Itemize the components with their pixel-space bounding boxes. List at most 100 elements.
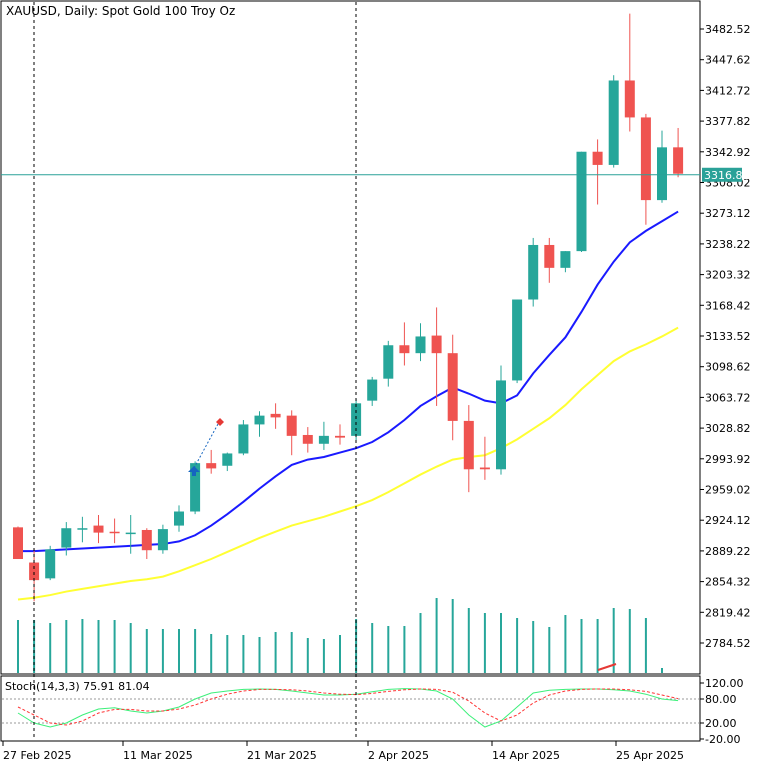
candle: [576, 151, 587, 253]
candle: [125, 515, 136, 554]
candle-body: [673, 147, 684, 174]
stoch-tick-label: 120.00: [705, 677, 744, 690]
candle: [496, 365, 506, 475]
ma-fast-line: [18, 210, 679, 553]
candle: [657, 130, 667, 203]
candle: [463, 405, 474, 493]
candle: [367, 376, 378, 406]
candle: [608, 75, 619, 168]
candle: [109, 518, 120, 544]
candle: [174, 505, 184, 532]
price-tick-label: 2959.02: [705, 484, 751, 497]
candle-body: [560, 251, 571, 268]
price-tick-label: 3098.62: [705, 361, 751, 374]
candle-body: [608, 80, 619, 165]
ma-slow-line: [17, 326, 679, 601]
candle: [13, 526, 23, 560]
candle-body: [286, 415, 297, 436]
candle-body: [496, 380, 506, 470]
candle-body: [431, 335, 442, 354]
trade-connector-line: [193, 423, 219, 469]
sell-diamond-icon: [216, 418, 224, 426]
candle: [302, 427, 313, 453]
main-frame: [0, 0, 701, 742]
volume-bars: [17, 598, 663, 673]
candle: [157, 524, 168, 554]
candle-body: [222, 453, 233, 466]
candle-body: [576, 151, 587, 252]
time-tick-label: 27 Feb 2025: [3, 749, 71, 762]
candle-body: [61, 528, 72, 548]
candle-body: [93, 525, 104, 533]
time-tick-label: 11 Mar 2025: [123, 749, 193, 762]
time-tick-label: 14 Apr 2025: [492, 749, 560, 762]
candle-body: [77, 528, 88, 530]
candle-body: [528, 244, 539, 300]
trade-markers: [188, 418, 617, 671]
candle: [270, 403, 281, 429]
candle-body: [463, 420, 474, 470]
candle: [222, 452, 233, 472]
candle-body: [640, 117, 651, 201]
candle-body: [351, 403, 362, 436]
candle-body: [592, 151, 603, 165]
price-tick-label: 3273.12: [705, 207, 751, 220]
candle-body: [415, 336, 426, 354]
candle-body: [657, 147, 667, 201]
candle-body: [302, 434, 313, 444]
candle: [560, 251, 571, 273]
candle: [206, 449, 217, 474]
price-tick-label: 2854.32: [705, 576, 751, 589]
time-tick-label: 25 Apr 2025: [616, 749, 684, 762]
candle-body: [367, 379, 378, 401]
candle: [512, 299, 523, 384]
time-tick-label: 21 Mar 2025: [247, 749, 317, 762]
time-tick-label: 2 Apr 2025: [368, 749, 429, 762]
candle: [528, 237, 539, 307]
candle: [640, 113, 651, 225]
candle-body: [399, 345, 410, 354]
price-tick-label: 3063.72: [705, 391, 751, 404]
buy-arrow-icon: [188, 466, 200, 476]
candle: [592, 139, 603, 205]
price-tick-label: 3412.72: [705, 84, 751, 97]
candlesticks: [13, 13, 684, 602]
candle-body: [238, 424, 249, 454]
stoch-signal-segment: [597, 663, 617, 671]
price-axis: 3482.523447.623412.723377.823342.923308.…: [700, 23, 751, 650]
price-tick-label: 3482.52: [705, 23, 751, 36]
candle-body: [270, 413, 281, 418]
stoch-label: Stoch(14,3,3) 75.91 81.04: [5, 680, 150, 693]
price-tick-label: 3377.82: [705, 115, 751, 128]
stochastic-lines: [17, 688, 679, 728]
candle-body: [13, 527, 23, 560]
price-tick-label: 3028.82: [705, 422, 751, 435]
candle: [77, 516, 88, 543]
price-tick-label: 2993.92: [705, 453, 751, 466]
candle: [254, 411, 265, 437]
candle-body: [544, 244, 555, 268]
candle-body: [157, 529, 168, 551]
candle-body: [512, 299, 523, 381]
candle-body: [29, 562, 40, 581]
candle-body: [254, 415, 265, 425]
ma-slow-path: [17, 326, 679, 601]
candle-body: [45, 549, 56, 579]
stoch-levels: [2, 698, 699, 724]
candle-body: [383, 345, 394, 379]
candle-body: [318, 435, 329, 444]
candle-body: [447, 353, 458, 421]
price-tick-label: 2924.12: [705, 514, 751, 527]
price-tick-label: 2784.52: [705, 637, 751, 650]
price-tick-label: 3342.92: [705, 146, 751, 159]
candle: [141, 528, 152, 560]
candle-body: [206, 463, 217, 469]
price-tick-label: 3168.42: [705, 299, 751, 312]
candle-body: [125, 532, 136, 535]
candle: [399, 322, 410, 366]
price-tick-label: 2819.42: [705, 606, 751, 619]
price-tick-label: 3238.22: [705, 238, 751, 251]
candle: [415, 323, 426, 362]
price-tick-label: 3447.62: [705, 54, 751, 67]
